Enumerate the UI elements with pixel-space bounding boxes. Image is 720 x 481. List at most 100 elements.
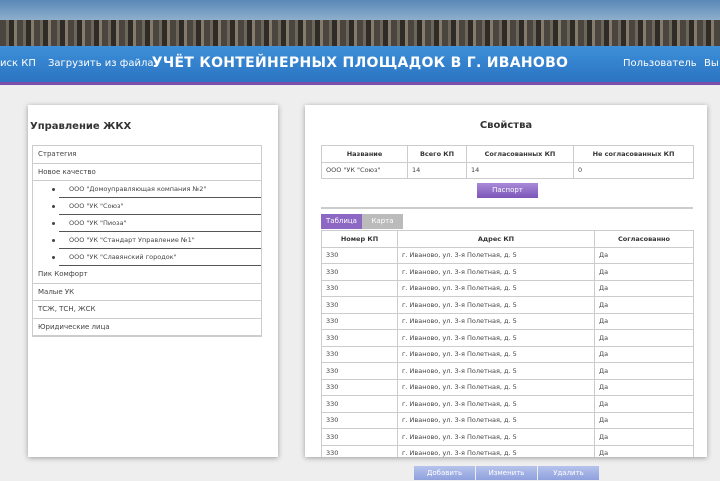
action-button[interactable]: Добавить bbox=[414, 466, 475, 480]
table-cell: 14 bbox=[407, 161, 467, 179]
table-cell: г. Иваново, ул. 3-я Полетная, д. 5 bbox=[397, 395, 595, 413]
nav-stripe bbox=[0, 82, 720, 85]
column-header: Название bbox=[321, 145, 408, 163]
table-cell: ООО "УК "Союз" bbox=[321, 161, 408, 179]
table-cell: 330 bbox=[321, 345, 398, 363]
table-cell: г. Иваново, ул. 3-я Полетная, д. 5 bbox=[397, 362, 595, 380]
tree-child[interactable]: ООО "УК "Славянский городок" bbox=[52, 249, 261, 266]
header-row: Название Всего КП Согласованных КП Не согла… bbox=[321, 145, 694, 163]
table-row[interactable]: 330 г. Иваново, ул. 3-я Полетная, д. 5 Да bbox=[321, 263, 694, 281]
table-cell: 330 bbox=[321, 378, 398, 396]
table-row[interactable]: 330 г. Иваново, ул. 3-я Полетная, д. 5 Да bbox=[321, 296, 694, 314]
table-row[interactable]: 330 г. Иваново, ул. 3-я Полетная, д. 5 Да bbox=[321, 428, 694, 446]
table-cell: Да bbox=[594, 312, 694, 330]
nav-link[interactable]: Вы bbox=[704, 58, 719, 69]
table-cell: г. Иваново, ул. 3-я Полетная, д. 5 bbox=[397, 428, 595, 446]
table-row[interactable]: ООО "УК "Союз" 14 14 0 bbox=[321, 161, 694, 179]
table-cell: Да bbox=[594, 411, 694, 429]
table-row[interactable]: 330 г. Иваново, ул. 3-я Полетная, д. 5 Да bbox=[321, 378, 694, 396]
app-title: УЧЁТ КОНТЕЙНЕРНЫХ ПЛОЩАДОК В Г. ИВАНОВО bbox=[151, 55, 569, 71]
column-header: Всего КП bbox=[407, 145, 467, 163]
table-cell: Да bbox=[594, 345, 694, 363]
nav-link[interactable]: Загрузить из файла bbox=[48, 58, 154, 69]
tree-child[interactable]: ООО "УК "Пиоза" bbox=[52, 215, 261, 232]
panel-title: Свойства bbox=[479, 120, 533, 131]
summary-table: Название Всего КП Согласованных КП Не согла… bbox=[321, 145, 694, 179]
table-cell: 330 bbox=[321, 444, 398, 457]
table-cell: г. Иваново, ул. 3-я Полетная, д. 5 bbox=[397, 345, 595, 363]
tree-item[interactable]: Малые УК bbox=[33, 284, 261, 301]
city-skyline bbox=[0, 20, 720, 46]
table-row[interactable]: 330 г. Иваново, ул. 3-я Полетная, д. 5 Да bbox=[321, 395, 694, 413]
column-header: Согласованно bbox=[594, 230, 694, 248]
table-cell: 330 bbox=[321, 296, 398, 314]
table-cell: г. Иваново, ул. 3-я Полетная, д. 5 bbox=[397, 312, 595, 330]
table-row[interactable]: 330 г. Иваново, ул. 3-я Полетная, д. 5 Да bbox=[321, 411, 694, 429]
table-cell: г. Иваново, ул. 3-я Полетная, д. 5 bbox=[397, 378, 595, 396]
tree-item[interactable]: Пик Комфорт bbox=[33, 266, 261, 284]
table-cell: г. Иваново, ул. 3-я Полетная, д. 5 bbox=[397, 329, 595, 347]
action-button[interactable]: Удалить bbox=[538, 466, 599, 480]
nav-bar bbox=[0, 46, 720, 82]
table-cell: г. Иваново, ул. 3-я Полетная, д. 5 bbox=[397, 444, 595, 457]
table-cell: г. Иваново, ул. 3-я Полетная, д. 5 bbox=[397, 246, 595, 264]
table-cell: 330 bbox=[321, 246, 398, 264]
table-cell: Да bbox=[594, 296, 694, 314]
column-header: Адрес КП bbox=[397, 230, 595, 248]
org-tree: Стратегия Новое качество ООО "Домоуправляю… bbox=[32, 145, 262, 337]
tree-child[interactable]: ООО "УК "Стандарт Управление №1" bbox=[52, 232, 261, 249]
table-row[interactable]: 330 г. Иваново, ул. 3-я Полетная, д. 5 Да bbox=[321, 312, 694, 330]
tree-item[interactable]: Новое качество bbox=[33, 164, 261, 181]
table-cell: 330 bbox=[321, 395, 398, 413]
nav-link[interactable]: иск КП bbox=[0, 58, 36, 69]
table-cell: г. Иваново, ул. 3-я Полетная, д. 5 bbox=[397, 279, 595, 297]
tree-item[interactable]: Юридические лица bbox=[33, 319, 261, 336]
table-cell: г. Иваново, ул. 3-я Полетная, д. 5 bbox=[397, 263, 595, 281]
table-cell: Да bbox=[594, 444, 694, 457]
tab[interactable]: Таблица bbox=[321, 214, 362, 229]
table-cell: Да bbox=[594, 362, 694, 380]
table-row[interactable]: 330 г. Иваново, ул. 3-я Полетная, д. 5 Да bbox=[321, 444, 694, 457]
table-cell: Да bbox=[594, 378, 694, 396]
table-cell: г. Иваново, ул. 3-я Полетная, д. 5 bbox=[397, 411, 595, 429]
left-panel: Управление ЖКХ Стратегия Новое качество ОО… bbox=[28, 105, 278, 457]
tab[interactable]: Карта bbox=[362, 214, 403, 229]
table-cell: Да bbox=[594, 246, 694, 264]
table-row[interactable]: 330 г. Иваново, ул. 3-я Полетная, д. 5 Да bbox=[321, 329, 694, 347]
column-header: Не согласованных КП bbox=[573, 145, 694, 163]
panel-title: Управление ЖКХ bbox=[30, 121, 132, 132]
table-cell: Да bbox=[594, 428, 694, 446]
table-row[interactable]: 330 г. Иваново, ул. 3-я Полетная, д. 5 Да bbox=[321, 246, 694, 264]
column-header: Номер КП bbox=[321, 230, 398, 248]
table-cell: Да bbox=[594, 329, 694, 347]
right-panel: Свойства Название Всего КП Согласованных К… bbox=[305, 105, 707, 457]
kp-table: Номер КП Адрес КП Согласованно 330 г. Иванов… bbox=[321, 230, 694, 457]
table-cell: г. Иваново, ул. 3-я Полетная, д. 5 bbox=[397, 296, 595, 314]
action-button[interactable]: Изменить bbox=[476, 466, 537, 480]
tree-child[interactable]: ООО "УК "Союз" bbox=[52, 198, 261, 215]
tree-item[interactable]: Стратегия bbox=[33, 146, 261, 164]
tree-child[interactable]: ООО "Домоуправляющая компания №2" bbox=[52, 181, 261, 198]
table-row[interactable]: 330 г. Иваново, ул. 3-я Полетная, д. 5 Да bbox=[321, 279, 694, 297]
table-cell: Да bbox=[594, 263, 694, 281]
table-cell: 14 bbox=[466, 161, 574, 179]
table-cell: 330 bbox=[321, 362, 398, 380]
nav-link[interactable]: Пользователь bbox=[623, 58, 697, 69]
table-cell: Да bbox=[594, 279, 694, 297]
header-row: Номер КП Адрес КП Согласованно bbox=[321, 230, 694, 248]
passport-button[interactable]: Паспорт bbox=[477, 183, 538, 198]
table-row[interactable]: 330 г. Иваново, ул. 3-я Полетная, д. 5 Да bbox=[321, 362, 694, 380]
column-header: Согласованных КП bbox=[466, 145, 574, 163]
table-cell: 330 bbox=[321, 329, 398, 347]
table-cell: Да bbox=[594, 395, 694, 413]
tree-item[interactable]: ТСЖ, ТСН, ЖСК bbox=[33, 301, 261, 319]
separator bbox=[321, 207, 693, 209]
table-cell: 0 bbox=[573, 161, 694, 179]
table-cell: 330 bbox=[321, 263, 398, 281]
table-cell: 330 bbox=[321, 428, 398, 446]
table-cell: 330 bbox=[321, 411, 398, 429]
table-row[interactable]: 330 г. Иваново, ул. 3-я Полетная, д. 5 Да bbox=[321, 345, 694, 363]
table-cell: 330 bbox=[321, 312, 398, 330]
